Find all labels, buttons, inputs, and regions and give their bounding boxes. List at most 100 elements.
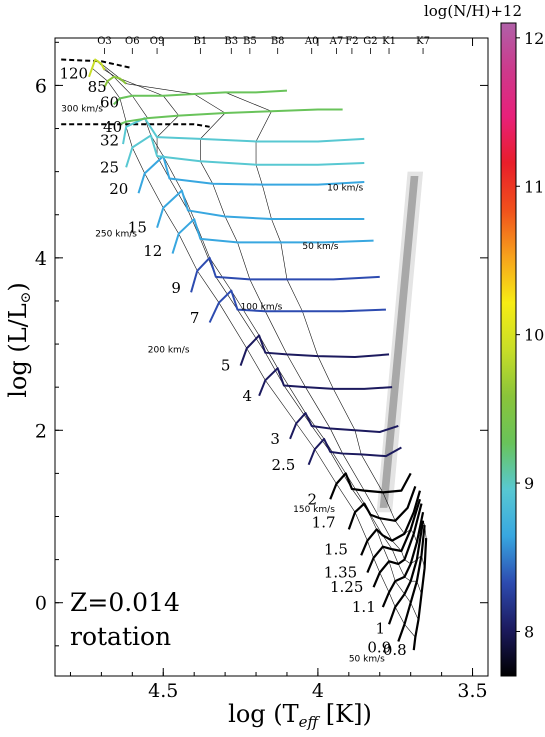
evolution-track bbox=[137, 155, 365, 194]
spectral-type-label: B8 bbox=[271, 36, 285, 47]
mass-label: 20 bbox=[109, 180, 128, 198]
spectral-type-label: B1 bbox=[194, 36, 208, 47]
axes-labels-layer: log (Teff [K]) log (L/L⊙) Z=0.014 rotati… bbox=[4, 282, 372, 731]
rotation-velocity-label: 300 km/s bbox=[61, 104, 103, 114]
evolution-track bbox=[190, 256, 380, 293]
spectral-type-label: K1 bbox=[382, 36, 396, 47]
evolution-track bbox=[113, 89, 288, 106]
colorbar-tick-label: 9 bbox=[524, 474, 534, 493]
instability-strip-layer bbox=[376, 171, 424, 513]
mass-label: 1.25 bbox=[330, 578, 363, 596]
mass-label: 40 bbox=[103, 118, 122, 136]
evolution-track bbox=[258, 367, 393, 397]
evolution-track bbox=[347, 485, 417, 530]
isochrone-line bbox=[224, 92, 427, 544]
evolution-track bbox=[239, 334, 390, 366]
isochrone-line bbox=[104, 69, 425, 569]
y-tick-label: 0 bbox=[35, 593, 47, 615]
y-tick-label: 6 bbox=[35, 75, 47, 97]
evolution-track bbox=[366, 498, 422, 573]
mass-label: 32 bbox=[100, 132, 119, 150]
evolution-track bbox=[329, 472, 412, 500]
instability-strip-inner bbox=[379, 175, 419, 508]
rotation-velocity-label: 50 km/s bbox=[302, 242, 338, 252]
colorbar-tick-label: 8 bbox=[524, 622, 534, 641]
colorbar-tick-label: 12 bbox=[524, 29, 544, 48]
x-axis-title: log (Teff [K]) bbox=[228, 700, 372, 731]
evolution-track bbox=[412, 537, 428, 651]
evolution-track bbox=[289, 412, 399, 440]
evolution-track bbox=[122, 117, 365, 145]
colorbar: log(N/H)+12 8 9 10 11 12 bbox=[424, 2, 544, 677]
colorbar-tick-label: 10 bbox=[524, 326, 544, 345]
spectral-type-label: K7 bbox=[416, 36, 430, 47]
mass-label: 7 bbox=[190, 309, 200, 327]
metallicity-annotation: Z=0.014 bbox=[70, 588, 180, 617]
mass-label: 0.8 bbox=[383, 641, 407, 659]
evolution-track bbox=[156, 189, 365, 228]
evolution-track bbox=[387, 520, 425, 625]
rotation-velocity-label: 250 km/s bbox=[95, 229, 137, 239]
spectral-type-label: B5 bbox=[243, 36, 257, 47]
mass-label: 1.5 bbox=[324, 540, 348, 558]
spectral-type-label: O3 bbox=[97, 36, 112, 47]
evolution-track bbox=[125, 134, 365, 168]
rotation-velocity-label: 200 km/s bbox=[148, 346, 190, 356]
mass-label: 0.9 bbox=[367, 639, 391, 657]
dashed-line bbox=[61, 58, 133, 70]
y-tick-label: 4 bbox=[35, 248, 47, 270]
mass-label: 1.7 bbox=[312, 514, 336, 532]
spectral-type-label: O6 bbox=[125, 36, 140, 47]
mass-label: 15 bbox=[128, 219, 147, 237]
dashed-line bbox=[61, 123, 210, 128]
y-axis-title: log (L/L⊙) bbox=[4, 282, 34, 398]
evolution-track bbox=[360, 490, 422, 556]
mass-label: 4 bbox=[242, 387, 252, 405]
mass-label: 85 bbox=[88, 78, 107, 96]
evolution-tracks-layer bbox=[88, 58, 428, 651]
colorbar-tick-label: 11 bbox=[524, 177, 544, 196]
evolution-track bbox=[103, 75, 127, 88]
colorbar-gradient bbox=[500, 22, 517, 677]
evolution-track bbox=[372, 503, 423, 588]
mass-labels-layer: 1208560403225201512975432.521.71.51.351.… bbox=[59, 64, 406, 664]
isochrone-line bbox=[101, 63, 422, 595]
mass-label: 60 bbox=[100, 94, 119, 112]
y-tick-label: 2 bbox=[35, 420, 47, 442]
mass-label: 5 bbox=[221, 357, 231, 375]
isochrone-lines-layer bbox=[61, 58, 427, 638]
rotation-velocity-label: 100 km/s bbox=[241, 303, 283, 313]
spectral-type-label: A0 bbox=[304, 36, 319, 47]
evolution-track bbox=[119, 108, 343, 126]
evolution-track bbox=[307, 437, 402, 466]
mass-label: 25 bbox=[100, 158, 119, 176]
colorbar-title: log(N/H)+12 bbox=[424, 2, 522, 20]
rotation-velocity-label: 150 km/s bbox=[293, 505, 335, 515]
evolution-track bbox=[171, 218, 374, 254]
mass-label: 2.5 bbox=[271, 456, 295, 474]
mass-label: 120 bbox=[59, 64, 88, 82]
mass-label: 1.1 bbox=[352, 598, 376, 616]
evolution-track bbox=[397, 525, 426, 642]
plot-frame bbox=[54, 37, 489, 677]
x-tick-label: 3.5 bbox=[457, 680, 487, 702]
spectral-type-label: B3 bbox=[224, 36, 238, 47]
spectral-type-label: G2 bbox=[363, 36, 377, 47]
mass-label: 1.35 bbox=[324, 564, 357, 582]
spectral-type-label: F2 bbox=[345, 36, 358, 47]
mass-label: 2 bbox=[307, 490, 317, 508]
evolution-track bbox=[381, 511, 425, 608]
isochrone-line bbox=[91, 67, 416, 638]
evolution-track bbox=[88, 58, 106, 78]
mass-label: 1 bbox=[375, 620, 385, 638]
spectral-type-layer: O3 O6 O9 B1 B3 B5 B8 A0 A7 F2 G2 K1 K7 bbox=[97, 36, 430, 54]
evolution-track bbox=[208, 289, 386, 323]
mass-label: 12 bbox=[143, 242, 162, 260]
rotation-velocity-label: 10 km/s bbox=[327, 184, 363, 194]
x-tick-label: 4.5 bbox=[148, 680, 178, 702]
rotation-annotation: rotation bbox=[70, 622, 171, 651]
mass-label: 9 bbox=[171, 279, 181, 297]
mass-label: 3 bbox=[270, 430, 280, 448]
